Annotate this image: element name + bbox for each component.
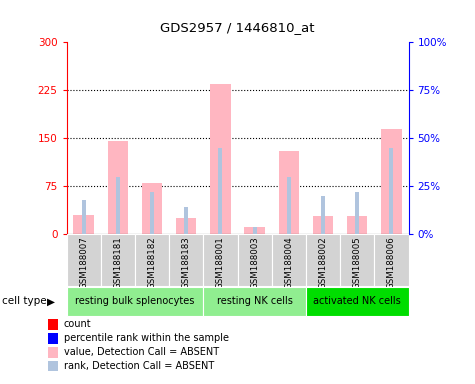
Bar xyxy=(203,287,306,316)
Text: GDS2957 / 1446810_at: GDS2957 / 1446810_at xyxy=(160,21,315,34)
Bar xyxy=(184,207,188,234)
Text: GSM188005: GSM188005 xyxy=(353,236,361,288)
Text: GSM188182: GSM188182 xyxy=(148,236,156,288)
Text: GSM188183: GSM188183 xyxy=(182,236,190,288)
Bar xyxy=(355,192,359,234)
Bar xyxy=(347,216,368,234)
Bar xyxy=(287,177,291,234)
Bar xyxy=(253,227,256,234)
Bar xyxy=(306,287,408,316)
Bar xyxy=(203,234,238,286)
Bar xyxy=(73,215,94,234)
Bar xyxy=(66,287,203,316)
Text: GSM188001: GSM188001 xyxy=(216,236,225,288)
Bar xyxy=(107,141,128,234)
Bar xyxy=(340,234,374,286)
Bar xyxy=(390,148,393,234)
Text: resting NK cells: resting NK cells xyxy=(217,296,293,306)
Text: GSM188006: GSM188006 xyxy=(387,236,396,288)
Bar xyxy=(150,192,154,234)
Bar xyxy=(313,216,333,234)
Text: rank, Detection Call = ABSENT: rank, Detection Call = ABSENT xyxy=(64,361,214,371)
Bar xyxy=(238,234,272,286)
Text: activated NK cells: activated NK cells xyxy=(314,296,401,306)
Text: GSM188003: GSM188003 xyxy=(250,236,259,288)
Text: GSM188181: GSM188181 xyxy=(114,236,122,288)
Text: percentile rank within the sample: percentile rank within the sample xyxy=(64,333,228,343)
Text: GSM188004: GSM188004 xyxy=(285,236,293,288)
Bar xyxy=(272,234,306,286)
Text: GSM188002: GSM188002 xyxy=(319,236,327,288)
Bar xyxy=(218,148,222,234)
Text: cell type: cell type xyxy=(2,296,47,306)
Bar xyxy=(169,234,203,286)
Bar xyxy=(135,234,169,286)
Text: value, Detection Call = ABSENT: value, Detection Call = ABSENT xyxy=(64,347,219,357)
Bar xyxy=(381,129,402,234)
Text: count: count xyxy=(64,319,91,329)
Bar xyxy=(116,177,120,234)
Bar xyxy=(278,151,299,234)
Bar xyxy=(321,196,325,234)
Bar xyxy=(142,183,162,234)
Bar xyxy=(244,227,265,234)
Bar xyxy=(66,234,101,286)
Text: resting bulk splenocytes: resting bulk splenocytes xyxy=(75,296,195,306)
Bar xyxy=(210,84,231,234)
Text: GSM188007: GSM188007 xyxy=(79,236,88,288)
Bar xyxy=(374,234,408,286)
Bar xyxy=(101,234,135,286)
Bar xyxy=(176,218,197,234)
Text: ▶: ▶ xyxy=(47,296,55,306)
Bar xyxy=(306,234,340,286)
Bar xyxy=(82,200,85,234)
